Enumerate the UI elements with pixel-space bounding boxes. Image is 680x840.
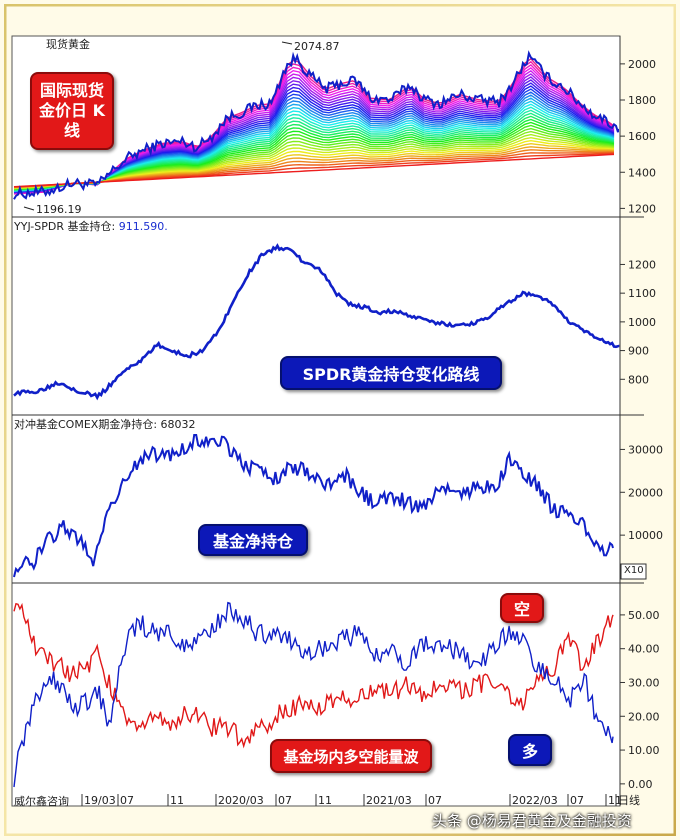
xtick-label-1: 07 bbox=[120, 794, 134, 807]
watermark: 头条 @杨易君黄金及金融投资 bbox=[432, 812, 632, 830]
spdr-ytick-label-4: 800 bbox=[628, 373, 649, 386]
fund-badge: 基金净持仓 bbox=[198, 524, 308, 556]
energy-ytick-label-3: 20.00 bbox=[628, 710, 660, 723]
gold-ytick-label-3: 1400 bbox=[628, 166, 656, 179]
energy-ytick-label-5: 0.00 bbox=[628, 778, 653, 791]
gold-ytick-label-2: 1600 bbox=[628, 130, 656, 143]
scale-label: X10 bbox=[624, 565, 644, 576]
series-lines bbox=[13, 50, 620, 788]
xtick-label-3: 2020/03 bbox=[218, 794, 264, 807]
y-axis-ticks: 2000 1800 1600 1400 1200 1200 1100 1000 900 800 30… bbox=[620, 58, 663, 791]
xtick-label-9: 07 bbox=[570, 794, 584, 807]
gold-badge: 国际现货金价日 K线 bbox=[30, 72, 114, 150]
short-label: 空 bbox=[500, 593, 544, 623]
chart-frame: 2000 1800 1600 1400 1200 1200 1100 1000 900 800 30… bbox=[4, 4, 676, 836]
spdr-title-value: 911.590. bbox=[118, 220, 168, 233]
moving-average-ribbon bbox=[13, 57, 615, 195]
spdr-badge: SPDR黄金持仓变化路线 bbox=[280, 356, 502, 390]
xtick-label-5: 11 bbox=[318, 794, 332, 807]
xtick-label-10: 11 bbox=[608, 794, 622, 807]
spdr-panel-title: YYJ-SPDR 基金持仓: 911.590. bbox=[14, 218, 168, 234]
spdr-ytick-label-2: 1000 bbox=[628, 316, 656, 329]
x-axis-ticks: 19/03 07 11 2020/03 07 11 2021/03 07 2022/03 07 11… bbox=[81, 793, 640, 807]
gold-ytick-label-1: 1800 bbox=[628, 94, 656, 107]
spdr-title-prefix: YYJ-SPDR 基金持仓: bbox=[14, 220, 116, 233]
spdr-ytick-label-1: 1100 bbox=[628, 287, 656, 300]
xtick-label-0: 19/03 bbox=[84, 794, 116, 807]
energy-ytick-label-1: 40.00 bbox=[628, 643, 660, 656]
fund-series-0 bbox=[13, 434, 614, 578]
xtick-label-2: 11 bbox=[170, 794, 184, 807]
fund-ytick-label-0: 30000 bbox=[628, 443, 663, 456]
gold-series-0 bbox=[13, 50, 619, 200]
low-pointer bbox=[23, 206, 35, 211]
energy-ytick-label-4: 10.00 bbox=[628, 744, 660, 757]
gold-panel-title: 现货黄金 bbox=[46, 38, 90, 51]
long-label: 多 bbox=[508, 734, 552, 766]
gold-low-label: 1196.19 bbox=[36, 203, 82, 216]
energy-series-0 bbox=[13, 602, 614, 749]
fund-ytick-label-1: 20000 bbox=[628, 486, 663, 499]
fund-ytick-label-2: 10000 bbox=[628, 529, 663, 542]
xtick-label-6: 2021/03 bbox=[366, 794, 412, 807]
energy-ytick-label-2: 30.00 bbox=[628, 676, 660, 689]
scale-box bbox=[620, 563, 647, 580]
energy-badge: 基金场内多空能量波 bbox=[270, 739, 432, 773]
high-pointer bbox=[281, 41, 293, 45]
xtick-label-7: 07 bbox=[428, 794, 442, 807]
xtick-label-8: 2022/03 bbox=[512, 794, 558, 807]
chart-canvas: 2000 1800 1600 1400 1200 1200 1100 1000 900 800 30… bbox=[4, 4, 676, 836]
spdr-series-0 bbox=[13, 243, 620, 401]
xtick-label-11: 日线 bbox=[618, 793, 640, 807]
energy-ytick-label-0: 50.00 bbox=[628, 609, 660, 622]
xtick-label-4: 07 bbox=[278, 794, 292, 807]
gold-ytick-label-4: 1200 bbox=[628, 202, 656, 215]
spdr-ytick-label-3: 900 bbox=[628, 345, 649, 358]
ma-line-33 bbox=[13, 153, 615, 188]
energy-series-1 bbox=[13, 601, 614, 788]
gold-high-label: 2074.87 bbox=[294, 40, 340, 53]
spdr-ytick-label-0: 1200 bbox=[628, 258, 656, 271]
gold-ytick-label-0: 2000 bbox=[628, 58, 656, 71]
fund-panel-title: 对冲基金COMEX期金净持仓: 68032 bbox=[14, 418, 196, 431]
source-label: 威尔鑫咨询 bbox=[14, 795, 69, 808]
